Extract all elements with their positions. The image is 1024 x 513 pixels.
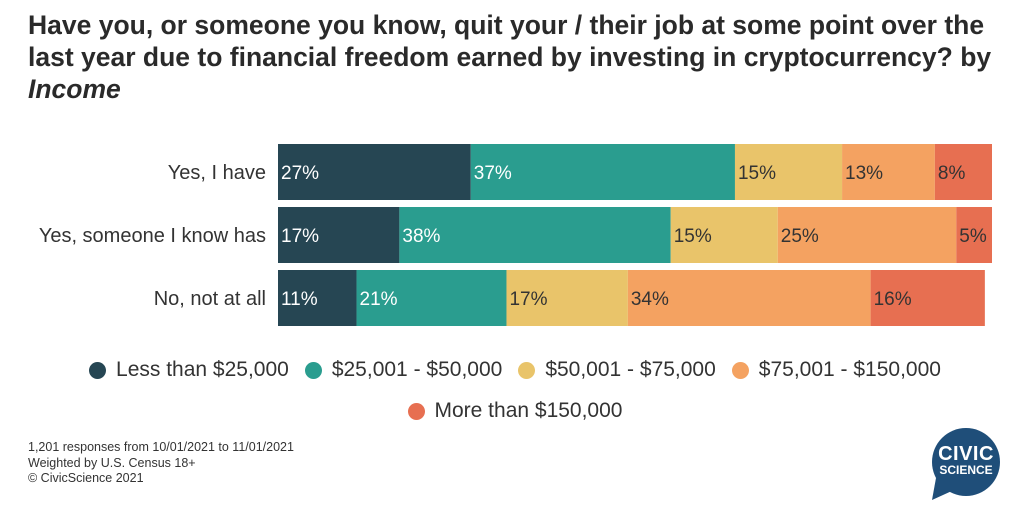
legend-item: $25,001 - $50,000 [304,358,503,382]
bar-segment [870,270,985,326]
footnote-responses: 1,201 responses from 10/01/2021 to 11/01… [28,440,294,454]
data-label: 16% [874,289,912,310]
chart-legend: Less than $25,000 $25,001 - $50,000 $50,00… [60,358,970,423]
data-label: 8% [938,163,966,184]
data-label: 37% [474,163,512,184]
data-label: 17% [281,226,319,247]
category-label: No, not at all [154,288,266,310]
chart-title-by: by [960,42,992,72]
legend-item: Less than $25,000 [89,358,289,382]
bar-segment [734,144,843,200]
civicscience-logo: CIVIC SCIENCE [928,426,1004,502]
data-label: 27% [281,163,319,184]
legend-swatch [518,361,536,379]
bar-segment [399,207,671,263]
data-label: 38% [402,226,440,247]
legend-label: $75,001 - $150,000 [758,358,941,381]
bar-segment [278,207,400,263]
legend-item: More than $150,000 [407,399,623,423]
legend-item: $75,001 - $150,000 [731,358,941,382]
legend-label: $25,001 - $50,000 [331,358,503,381]
bar-segment [627,270,871,326]
legend-label: $50,001 - $75,000 [545,358,716,381]
legend-swatch [89,361,107,379]
legend-swatch [407,402,425,420]
chart-title-main: Have you, or someone you know, quit your… [28,10,985,72]
data-label: 25% [781,226,819,247]
legend-label: Less than $25,000 [116,358,289,381]
footnote-weighting: Weighted by U.S. Census 18+ [28,455,196,470]
logo-bubble-icon [932,428,1000,500]
legend-swatch [731,361,749,379]
data-label: 15% [738,163,776,184]
legend-label: More than $150,000 [434,399,623,422]
bar-segment [956,207,992,263]
footnote-copyright: © CivicScience 2021 [28,471,144,485]
data-label: 34% [631,289,669,310]
bar-segment [506,270,628,326]
stacked-bar-chart: Yes, I have 27% 37% 15% 13% 8% Yes, someone I … [39,144,992,326]
logo-text-civic: CIVIC [938,443,994,465]
bar-segment [842,144,935,200]
bar-segment [356,270,507,326]
footnote: 1,201 responses from 10/01/2021 to 11/01… [28,440,294,487]
bar-segment [777,207,957,263]
legend-swatch [304,361,322,379]
bar-segment [278,270,357,326]
category-label: Yes, I have [168,162,266,184]
data-label: 17% [509,289,547,310]
data-label: 15% [674,226,712,247]
bar-segment [278,144,471,200]
logo-text-science: SCIENCE [939,463,993,477]
chart-title-dimension: Income [28,74,121,104]
bar-segment [670,207,778,263]
bar-segment [934,144,992,200]
category-label: Yes, someone I know has [39,225,266,247]
data-label: 21% [360,289,398,310]
data-label: 11% [281,289,318,310]
chart-title: Have you, or someone you know, quit your… [28,9,998,105]
legend-item: $50,001 - $75,000 [518,358,716,382]
data-label: 13% [845,163,883,184]
data-label: 5% [959,226,987,247]
bar-segment [470,144,735,200]
